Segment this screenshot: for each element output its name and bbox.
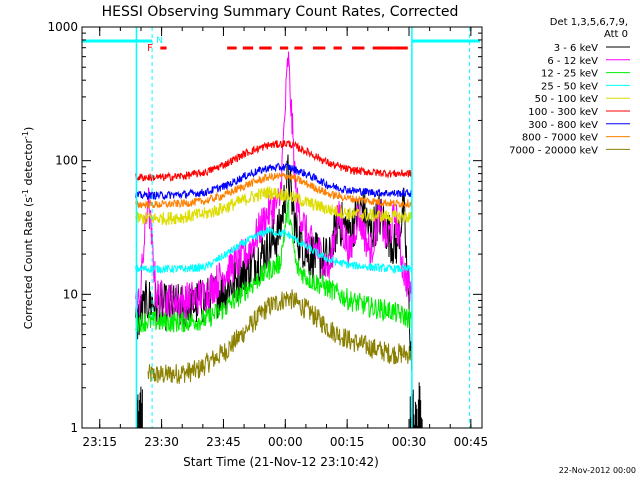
y-tick-label-0: 1 (70, 421, 78, 435)
x-tick-label-6: 00:45 (454, 435, 489, 449)
legend-header-1: Det 1,3,5,6,7,9, (550, 17, 628, 28)
y-tick-label-2: 100 (55, 154, 78, 168)
series-line-4 (135, 186, 413, 226)
series-line-8 (147, 289, 413, 384)
x-tick-label-0: 23:15 (82, 435, 117, 449)
legend-label-7: 800 - 7000 keV (522, 133, 598, 144)
series-line-3 (135, 227, 413, 275)
legend-header-2: Att 0 (604, 29, 628, 40)
series-line-6 (135, 162, 413, 201)
y-axis-label: Corrected Count Rate (s-1 detector-1) (21, 127, 35, 330)
legend: Det 1,3,5,6,7,9, Att 0 3 - 6 keV 6 - 12 k… (509, 17, 630, 156)
x-tick-label-2: 23:45 (206, 435, 241, 449)
series-line-1 (135, 51, 413, 323)
night-flag-label: N (156, 36, 163, 46)
legend-label-8: 7000 - 20000 keV (509, 145, 598, 156)
y-tick-label-1: 10 (63, 287, 78, 301)
flag-bars: NF (82, 27, 480, 428)
legend-label-3: 25 - 50 keV (541, 81, 598, 92)
legend-label-0: 3 - 6 keV (554, 43, 598, 54)
x-tick-label-1: 23:30 (144, 435, 179, 449)
legend-label-6: 300 - 800 keV (528, 120, 598, 131)
chart-title: HESSI Observing Summary Count Rates, Cor… (102, 4, 459, 20)
flare-flag-label: F (147, 43, 153, 54)
legend-label-2: 12 - 25 keV (541, 69, 598, 80)
footer-timestamp: 22-Nov-2012 00:00 (559, 466, 636, 475)
x-tick-label-5: 00:30 (392, 435, 427, 449)
legend-label-5: 100 - 300 keV (528, 107, 598, 118)
x-axis-label: Start Time (21-Nov-12 23:10:42) (183, 455, 379, 469)
plot-frame (81, 26, 483, 429)
y-tick-label-3: 1000 (47, 20, 78, 34)
x-tick-label-3: 00:00 (268, 435, 303, 449)
series-line-2 (135, 199, 413, 333)
legend-label-4: 50 - 100 keV (535, 94, 599, 105)
plot-area: NF 1 10 100 1000 23:15 23:30 23:45 00:00 00:15 00… (47, 20, 488, 449)
series-line-5 (135, 139, 413, 182)
x-tick-label-4: 00:15 (330, 435, 365, 449)
legend-label-1: 6 - 12 keV (547, 56, 598, 67)
series-line-7 (135, 171, 413, 209)
